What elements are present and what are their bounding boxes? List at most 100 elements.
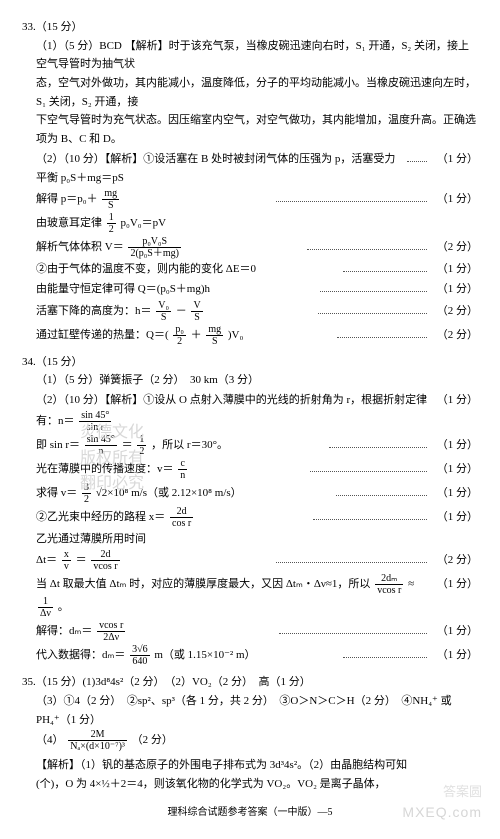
dot-leader: [318, 306, 427, 314]
den: 640: [130, 656, 150, 667]
score: （1 分）: [431, 260, 478, 279]
text: －: [176, 305, 187, 317]
q33-p1b: 态，空气对外做功，其内能减小，温度降低，分子的平均动能减小。当橡皮碗迅速向左时，…: [22, 74, 478, 111]
q33-p6: ②由于气体的温度不变，则内能的变化 ΔE＝0: [36, 260, 339, 279]
dot-leader: [337, 330, 427, 338]
q34-p4: 光在薄膜中的传播速度：v＝ cn: [36, 458, 306, 481]
q35-heading: 35.（15 分）(1)3d⁸4s²（2 分） （2）VO₂（2 分） 高（1 …: [22, 673, 478, 692]
num: p₀: [173, 324, 186, 336]
den: vcos r: [375, 585, 403, 596]
q35-p4: 【解析】（1）钒的基态原子的外围电子排布式为 3d³4s²。（2）由晶胞结构可知: [22, 756, 478, 775]
num: sin 45°: [85, 434, 117, 446]
num: sin 45°: [79, 410, 111, 422]
text: ＋: [191, 329, 202, 341]
num: V₀: [156, 300, 171, 312]
text: 代入数据得：dₘ＝: [36, 649, 125, 661]
num: 3√6: [130, 644, 150, 656]
dot-leader: [343, 265, 426, 273]
score: （2 分）: [431, 326, 478, 345]
score: （2 分）: [431, 302, 478, 321]
num: 2d: [91, 549, 119, 561]
text: 求得 v＝: [36, 487, 77, 499]
text: 光在薄膜中的传播速度：v＝: [36, 463, 174, 475]
text: ②乙光束中经历的路程 x＝: [36, 511, 165, 523]
text: ＝: [76, 554, 87, 566]
den: S: [191, 312, 202, 323]
text: 解得：dₘ＝: [36, 625, 92, 637]
den: S: [156, 312, 171, 323]
den: 2: [107, 224, 116, 235]
q33-p2: （2）（10 分）【解析】①设活塞在 B 处时被封闭气体的压强为 p，活塞受力平…: [36, 150, 403, 187]
den: 2: [173, 336, 186, 347]
text: 活塞下降的高度为：h＝: [36, 305, 152, 317]
dot-leader: [320, 284, 426, 292]
num: 2d: [170, 506, 193, 518]
fraction: 2dvcos r: [91, 549, 119, 572]
dot-leader: [336, 488, 427, 496]
text: 当 Δt 取最大值 Δtₘ 时，对应的薄膜厚度最大，又因 Δtₘ・Δν≈1，所以: [36, 578, 370, 590]
fraction: sin 45°sin r: [79, 410, 111, 433]
text: Δt＝: [36, 554, 57, 566]
num: V: [191, 300, 202, 312]
text: （4）: [36, 734, 64, 746]
score: （1 分）: [431, 190, 478, 209]
q34-p5: 求得 v＝ 32 √2×10⁸ m/s（或 2.12×10⁸ m/s）: [36, 482, 332, 505]
fraction: vcos r2Δν: [97, 620, 125, 643]
fraction: V₀S: [156, 300, 171, 323]
text: 解析气体体积 V＝: [36, 241, 124, 253]
q33-p5: 解析气体体积 V＝ p₀V₀S2(p₀S＋mg): [36, 236, 303, 259]
text: 解得 p＝p₀＋: [36, 193, 98, 205]
dot-leader: [307, 243, 427, 251]
q34-p1: （1）（5 分）弹簧振子（2 分） 30 km（3 分）: [22, 371, 478, 390]
text: ＝: [122, 439, 133, 451]
q34-p9: 当 Δt 取最大值 Δtₘ 时，对应的薄膜厚度最大，又因 Δtₘ・Δν≈1，所以…: [36, 573, 431, 619]
den: 2: [82, 494, 91, 505]
num: vcos r: [97, 620, 125, 632]
text: )V₀: [228, 329, 243, 341]
score: （2 分）: [431, 238, 478, 257]
q35-p3: （4） 2MNₐ×(d×10⁻⁷)³ （2 分）: [22, 729, 478, 752]
num: 1: [107, 212, 116, 224]
dot-leader: [313, 512, 427, 520]
num: mg: [102, 188, 119, 200]
den: cos r: [170, 518, 193, 529]
num: 2M: [68, 729, 127, 741]
score: （1 分）: [431, 646, 478, 665]
fraction: p₀V₀S2(p₀S＋mg): [128, 236, 181, 259]
q34-heading: 34.（15 分）: [22, 353, 478, 372]
score: （1 分）: [431, 575, 478, 594]
text: ≈: [408, 578, 414, 590]
fraction: VS: [191, 300, 202, 323]
q33-p1c: 下空气导管时为充气状态。因压缩室内空气，对空气做功，其内能增加，温度升高。正确选…: [22, 111, 478, 148]
q33-p7: 由能量守恒定律可得 Q＝(p₀S＋mg)h: [36, 280, 316, 299]
dot-leader: [276, 195, 427, 203]
text: m（或 1.15×10⁻² m）: [154, 649, 255, 661]
fraction: 2dₘvcos r: [375, 573, 403, 596]
q33-p1a: （1）（5 分）BCD 【解析】时于该充气泵，当橡皮碗迅速向右时，S₁ 开通，S…: [22, 37, 478, 74]
q35-p5: (个)，O 为 4×½＋2＝4，则该氧化物的化学式为 VO₂。VO₂ 是离子晶体…: [22, 775, 478, 794]
den: S: [102, 200, 119, 211]
text: p₀V₀＝pV: [121, 217, 167, 229]
q33-p3: 解得 p＝p₀＋ mgS: [36, 188, 272, 211]
den: n: [178, 470, 187, 481]
num: 3: [82, 482, 91, 494]
score: （1 分）: [431, 436, 478, 455]
fraction: 1Δν: [38, 596, 53, 619]
num: 1: [137, 434, 146, 446]
den: vcos r: [91, 561, 119, 572]
num: mg: [206, 324, 223, 336]
fraction: 3√6640: [130, 644, 150, 667]
fraction: sin 45°n: [85, 434, 117, 457]
score: （1 分）: [431, 150, 478, 169]
den: 2Δν: [97, 632, 125, 643]
den: Δν: [38, 608, 53, 619]
fraction: cn: [178, 458, 187, 481]
text: √2×10⁸ m/s（或 2.12×10⁸ m/s）: [96, 487, 242, 499]
q33-p8: 活塞下降的高度为：h＝ V₀S － VS: [36, 300, 314, 323]
fraction: xv: [62, 549, 71, 572]
dot-leader: [343, 651, 427, 659]
score: （1 分）: [431, 484, 478, 503]
text: 通过缸壁传递的热量：Q＝(: [36, 329, 169, 341]
den: S: [206, 336, 223, 347]
q33-p4: 由玻意耳定律 12 p₀V₀＝pV: [22, 212, 478, 235]
